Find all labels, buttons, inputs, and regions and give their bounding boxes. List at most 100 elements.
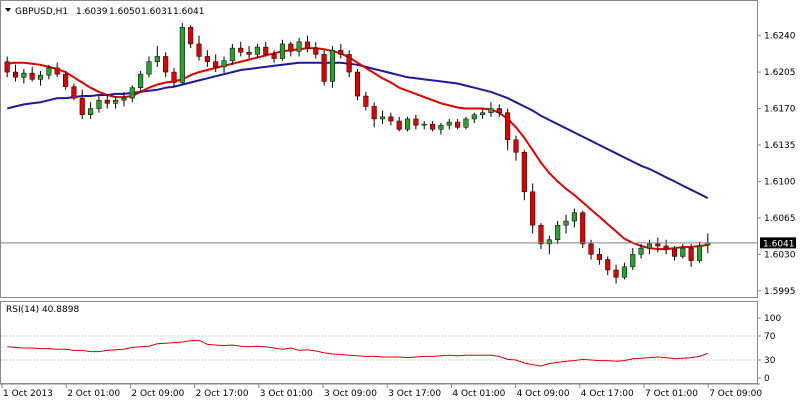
candle-body	[246, 52, 252, 55]
candle-body	[530, 191, 536, 226]
time-tick-label: 1 Oct 2013	[3, 389, 53, 399]
candle-body	[238, 47, 244, 53]
time-axis: 1 Oct 2013 2 Oct 01:00 2 Oct 09:00 2 Oct 17…	[1, 384, 762, 399]
time-tick-label: 4 Oct 17:00	[581, 389, 634, 399]
candle-body	[621, 266, 627, 278]
price-tick-label: 1.6170	[764, 105, 796, 115]
candle-body	[321, 54, 327, 82]
candle-body	[496, 108, 502, 113]
header-open: 1.6039	[76, 7, 108, 17]
candle-body	[12, 71, 19, 78]
candle-body	[354, 71, 361, 97]
candle-body	[521, 152, 527, 193]
candle-body	[279, 43, 285, 59]
candle-body	[4, 61, 10, 73]
candle-body	[254, 46, 260, 55]
candle-body	[405, 118, 411, 130]
candle-body	[29, 72, 35, 80]
candle-body	[54, 67, 60, 75]
candle-body	[671, 248, 678, 257]
rsi-title: RSI(14) 40.8898	[6, 305, 79, 315]
candle-body	[455, 121, 461, 128]
rsi-tick-label: 70	[764, 332, 776, 342]
candle-body	[171, 71, 177, 83]
time-tick-label: 2 Oct 09:00	[131, 389, 184, 399]
candle-body	[580, 212, 586, 245]
header-low: 1.6031	[141, 7, 173, 17]
candle-body	[154, 56, 160, 62]
candle-body	[146, 61, 152, 75]
rsi-line	[7, 339, 708, 367]
price-tick-label: 1.6030	[764, 250, 796, 260]
time-tick-label: 2 Oct 01:00	[67, 389, 120, 399]
candle-body	[680, 247, 686, 257]
candle-body	[63, 73, 69, 87]
candle-body	[346, 54, 352, 73]
price-axis: 1.6240 1.6205 1.6170 1.6135 1.6100 1.6065 1.60…	[757, 32, 796, 297]
symbol-header: GBPUSD,H1 1.6039 1.6050 1.6031 1.6041	[5, 7, 205, 17]
candle-body	[71, 86, 77, 99]
candle-body	[379, 116, 386, 120]
candle-body	[88, 108, 94, 116]
candle-body	[113, 99, 119, 104]
candle-body	[213, 61, 219, 68]
rsi-tick-label: 30	[764, 356, 776, 366]
candle-body	[688, 247, 694, 261]
candle-body	[288, 43, 294, 52]
candle-body	[505, 112, 511, 141]
time-tick-label: 3 Oct 01:00	[260, 389, 313, 399]
candle-body	[555, 224, 561, 241]
candle-body	[605, 259, 611, 271]
rsi-axis: 100 70 30 0	[757, 314, 781, 384]
candle-body	[430, 123, 436, 130]
candle-body	[388, 116, 394, 122]
price-panel-frame	[0, 0, 758, 298]
candle-body	[129, 87, 135, 99]
candle-body	[588, 243, 594, 255]
candle-body	[696, 245, 703, 261]
candle-body	[104, 99, 110, 104]
candle-body	[663, 245, 669, 250]
time-tick-label: 7 Oct 09:00	[709, 389, 762, 399]
candle-body	[271, 54, 277, 59]
candle-body	[613, 269, 619, 278]
candle-body	[329, 49, 336, 82]
candle-body	[413, 118, 419, 126]
candle-body	[204, 56, 210, 62]
price-tick-label: 1.6135	[764, 141, 796, 151]
candle-body	[396, 120, 402, 130]
candle-body	[338, 49, 344, 55]
time-tick-label: 4 Oct 09:00	[517, 389, 570, 399]
candle-body	[221, 60, 227, 68]
candle-body	[196, 43, 202, 57]
header-close: 1.6041	[173, 7, 205, 17]
candle-body	[138, 73, 144, 88]
candle-body	[480, 112, 486, 116]
price-tick-label: 1.6065	[764, 214, 796, 224]
candle-body	[463, 118, 469, 128]
rsi-tick-label: 0	[764, 374, 770, 384]
time-tick-label: 2 Oct 17:00	[196, 389, 249, 399]
candle-body	[188, 27, 194, 45]
candle-body	[313, 47, 319, 55]
candle-body	[96, 99, 102, 109]
price-tick-label: 1.6205	[764, 68, 796, 78]
candle-body	[304, 41, 310, 49]
candle-body	[646, 243, 652, 249]
price-tick-label: 1.6240	[764, 32, 796, 42]
candles	[4, 23, 711, 284]
candle-body	[538, 224, 544, 245]
candle-body	[363, 95, 369, 107]
rsi-panel-frame	[0, 301, 758, 384]
candle-body	[446, 121, 452, 126]
time-tick-label: 3 Oct 09:00	[324, 389, 377, 399]
candle-body	[179, 27, 185, 83]
header-symbol: GBPUSD,H1	[15, 7, 68, 17]
rsi-tick-label: 100	[764, 314, 781, 324]
candle-body	[46, 67, 52, 76]
price-tick-label: 1.5995	[764, 287, 796, 297]
candle-body	[630, 254, 636, 268]
candle-body	[421, 123, 427, 126]
collapse-arrow-icon[interactable]	[5, 8, 11, 12]
